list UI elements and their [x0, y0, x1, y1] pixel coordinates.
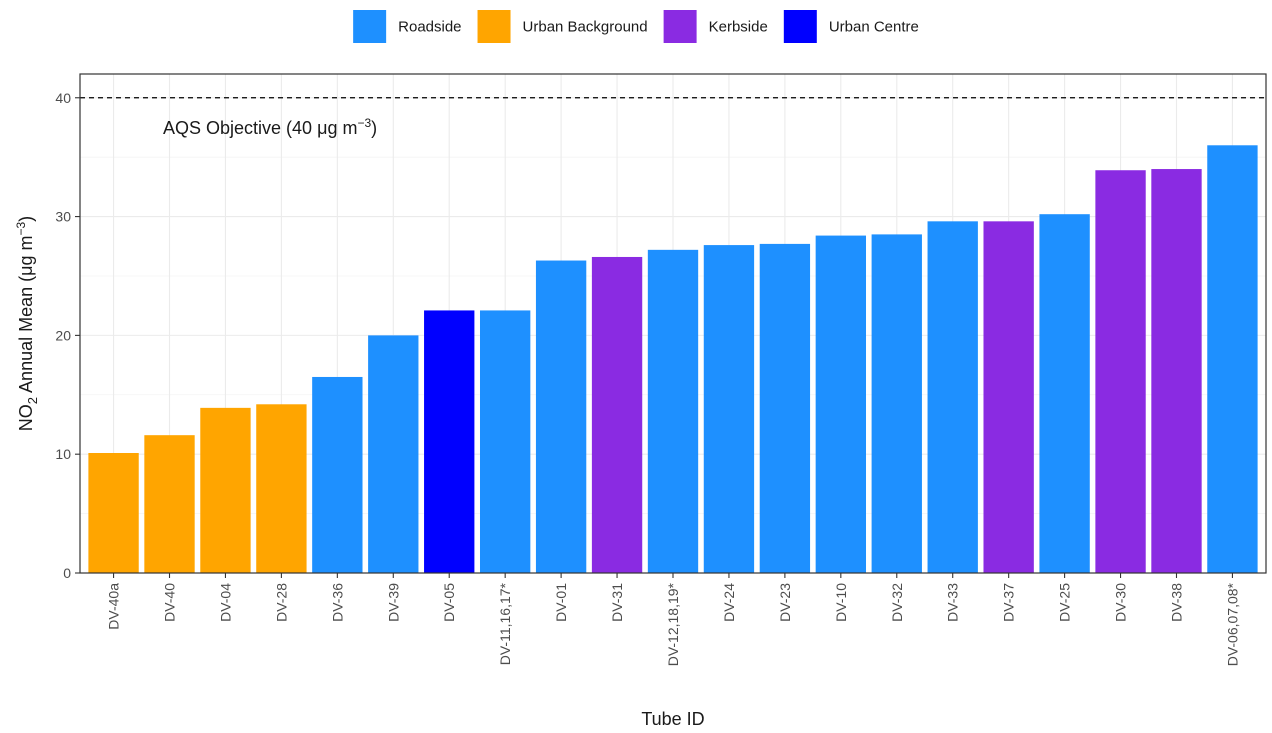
legend-label: Urban Centre	[829, 19, 919, 36]
legend-item-urban-background: Urban Background	[477, 10, 648, 43]
legend-item-roadside: Roadside	[353, 10, 462, 43]
x-axis-title: Tube ID	[641, 709, 704, 729]
bar-DV-06,07,08*	[1207, 145, 1258, 574]
bar-DV-01	[535, 260, 587, 573]
aqs-objective-label: AQS Objective (40 μg m−3)	[163, 116, 377, 138]
x-tick-label: DV-01	[553, 583, 569, 622]
bar-DV-36	[312, 376, 363, 573]
x-tick-label: DV-39	[385, 583, 401, 622]
y-tick-label: 40	[55, 90, 71, 106]
bar-DV-25	[1039, 214, 1090, 573]
x-tick-label: DV-24	[721, 583, 737, 622]
legend-key	[783, 10, 817, 43]
x-tick-label: DV-12,18,19*	[665, 582, 681, 666]
y-tick-label: 0	[63, 565, 71, 581]
x-tick-label: DV-37	[1001, 583, 1017, 622]
x-tick-label: DV-38	[1168, 583, 1184, 622]
bar-DV-23	[759, 243, 811, 573]
legend-item-urban-centre: Urban Centre	[783, 10, 919, 43]
legend-label: Kerbside	[709, 19, 768, 36]
x-tick-label: DV-10	[833, 583, 849, 622]
bar-DV-30	[1095, 170, 1146, 573]
legend-item-kerbside: Kerbside	[663, 10, 768, 43]
bar-DV-28	[256, 404, 307, 573]
legend-label: Roadside	[398, 19, 461, 36]
bar-DV-40	[144, 435, 195, 573]
bar-DV-40a	[88, 453, 139, 573]
x-tick-label: DV-05	[441, 583, 457, 622]
bar-DV-32	[871, 234, 922, 573]
bar-DV-33	[927, 221, 978, 574]
legend-label: Urban Background	[523, 19, 648, 36]
x-tick-label: DV-32	[889, 583, 905, 622]
bar-DV-39	[368, 335, 419, 573]
x-tick-label: DV-11,16,17*	[497, 582, 513, 665]
legend-key	[353, 10, 387, 43]
x-tick-label: DV-30	[1113, 583, 1129, 622]
x-tick-label: DV-40a	[106, 583, 122, 630]
bar-DV-04	[200, 407, 251, 573]
y-axis-title: NO2 Annual Mean (μg m−3)	[14, 216, 40, 431]
x-tick-label: DV-31	[609, 583, 625, 622]
bar-DV-31	[591, 256, 643, 573]
x-tick-label: DV-40	[162, 583, 178, 622]
y-tick-label: 20	[55, 327, 71, 343]
bar-DV-38	[1151, 169, 1202, 574]
bar-DV-05	[424, 310, 475, 573]
legend: Roadside Urban Background Kerbside Urban Ce…	[353, 10, 919, 43]
y-tick-label: 10	[55, 446, 71, 462]
bar-DV-12,18,19*	[647, 249, 699, 574]
legend-key	[477, 10, 511, 43]
x-tick-label: DV-04	[217, 583, 233, 622]
y-tick-label: 30	[55, 209, 71, 225]
y-axis: 0 10 20 30 40	[55, 90, 80, 581]
x-tick-label: DV-36	[329, 583, 345, 622]
x-tick-label: DV-33	[945, 583, 961, 622]
x-tick-label: DV-23	[777, 583, 793, 622]
x-axis: DV-40a DV-40 DV-04 DV-28 DV-36 DV-39 DV-05 DV-1…	[106, 573, 1240, 666]
bars	[88, 145, 1258, 574]
legend-key	[663, 10, 697, 43]
bar-DV-37	[983, 221, 1034, 574]
bar-DV-11,16,17*	[479, 310, 531, 573]
bar-DV-10	[815, 235, 867, 574]
x-tick-label: DV-06,07,08*	[1224, 582, 1240, 666]
x-tick-label: DV-28	[273, 583, 289, 622]
bar-DV-24	[703, 245, 755, 574]
x-tick-label: DV-25	[1057, 583, 1073, 622]
